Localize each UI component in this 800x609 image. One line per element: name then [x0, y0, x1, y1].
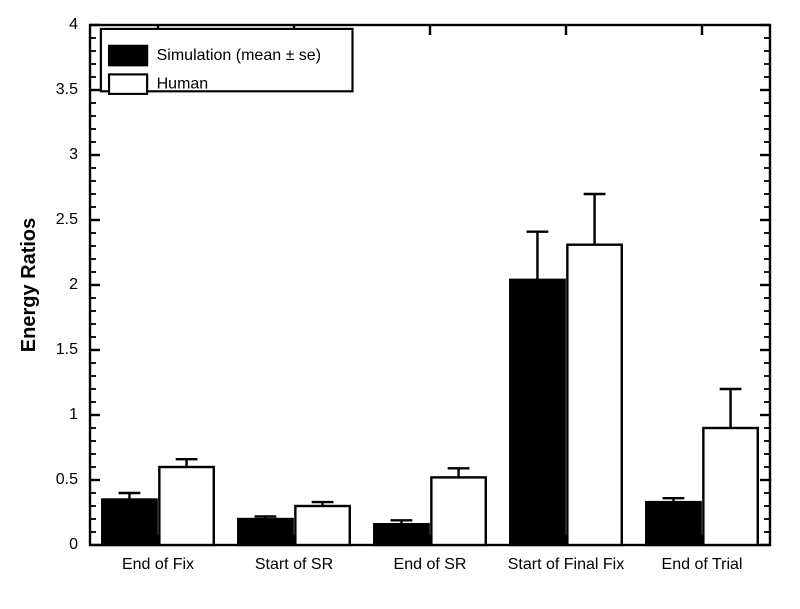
bar-human [703, 428, 757, 545]
bar-human [295, 506, 349, 545]
bar-human [567, 245, 621, 545]
bar-human [159, 467, 213, 545]
legend-label-human: Human [157, 75, 209, 92]
legend-label-sim: Simulation (mean ± se) [157, 47, 321, 64]
ytick-label: 3.5 [56, 81, 78, 98]
bar-sim [238, 519, 292, 545]
bar-sim [102, 500, 156, 546]
ytick-label: 1 [69, 406, 78, 423]
legend-swatch-human [109, 74, 147, 94]
category-label: End of SR [394, 556, 467, 573]
ytick-label: 2 [69, 276, 78, 293]
ytick-label: 4 [69, 16, 78, 33]
bar-sim [646, 502, 700, 545]
legend-swatch-sim [109, 46, 147, 66]
ytick-label: 1.5 [56, 341, 78, 358]
ytick-label: 2.5 [56, 211, 78, 228]
ytick-label: 0.5 [56, 471, 78, 488]
ytick-label: 0 [69, 536, 78, 553]
y-axis-label: Energy Ratios [18, 218, 40, 352]
bar-human [431, 477, 485, 545]
bar-sim [510, 280, 564, 545]
chart-container: 0 0.5 1 1.5 2 2.5 3 3.5 4 End of Fix Start of SR En… [0, 0, 800, 609]
category-label: Start of SR [255, 556, 333, 573]
category-label: End of Fix [122, 556, 194, 573]
ytick-label: 3 [69, 146, 78, 163]
energy-ratios-bar-chart: 0 0.5 1 1.5 2 2.5 3 3.5 4 End of Fix Start of SR En… [0, 0, 800, 609]
category-label: End of Trial [662, 556, 743, 573]
bar-sim [374, 524, 428, 545]
category-label: Start of Final Fix [508, 556, 624, 573]
